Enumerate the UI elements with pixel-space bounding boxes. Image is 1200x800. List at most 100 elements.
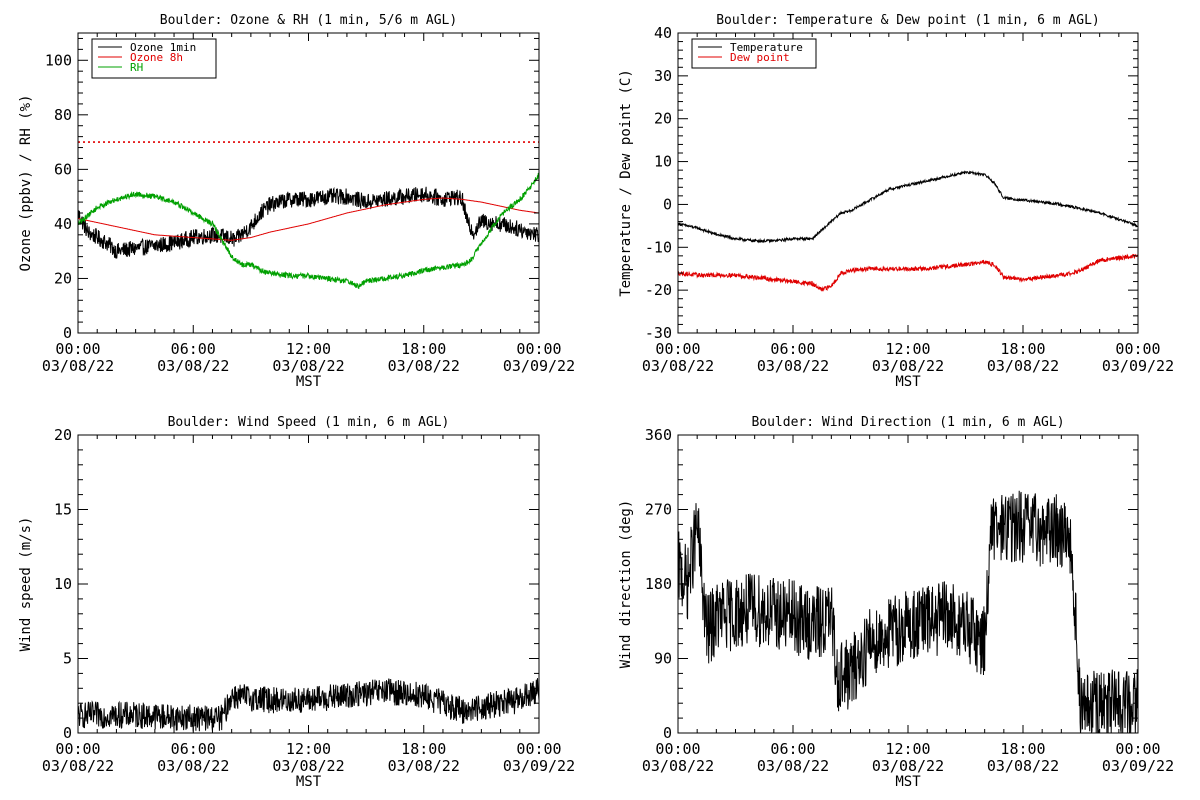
x-tick-label: 18:00 — [1000, 340, 1045, 358]
x-tick-label: 00:00 — [55, 340, 100, 358]
y-tick-label: 0 — [663, 195, 672, 213]
x-tick-date: 03/08/22 — [157, 357, 229, 375]
y-tick-label: -30 — [645, 324, 672, 342]
chart-panel-3: Boulder: Wind Speed (1 min, 6 m AGL) 00:0… — [18, 415, 575, 790]
y-axis-label: Wind direction (deg) — [618, 500, 634, 669]
y-tick-label: 10 — [54, 575, 72, 593]
y-tick-label: 20 — [654, 110, 672, 128]
y-tick-label: 180 — [645, 575, 672, 593]
x-tick-date: 03/08/22 — [388, 357, 460, 375]
y-tick-label: 60 — [54, 160, 72, 178]
y-tick-label: -20 — [645, 281, 672, 299]
series-group — [78, 678, 539, 732]
y-tick-label: -10 — [645, 238, 672, 256]
x-tick-date: 03/08/22 — [642, 757, 714, 775]
series-line-3 — [78, 678, 539, 732]
y-tick-label: 0 — [63, 724, 72, 742]
x-tick-date: 03/09/22 — [1102, 757, 1174, 775]
y-axis-label: Ozone (ppbv) / RH (%) — [18, 94, 34, 271]
chart-panel-1: Boulder: Ozone & RH (1 min, 5/6 m AGL)00… — [18, 13, 575, 390]
x-tick-label: 18:00 — [401, 740, 446, 758]
legend-label: Temperature — [730, 41, 803, 54]
legend-box — [691, 38, 817, 69]
x-tick-date: 03/08/22 — [757, 357, 829, 375]
y-tick-label: 0 — [63, 324, 72, 342]
series-group — [678, 170, 1138, 292]
series-group — [78, 172, 539, 290]
y-tick-label: 360 — [645, 426, 672, 444]
x-tick-label: 06:00 — [171, 740, 216, 758]
x-tick-label: 12:00 — [286, 740, 331, 758]
y-tick-label: 40 — [654, 24, 672, 42]
x-tick-date: 03/08/22 — [987, 357, 1059, 375]
x-tick-label: 06:00 — [770, 740, 815, 758]
y-tick-label: 100 — [45, 51, 72, 69]
y-axis-label: Wind speed (m/s) — [18, 517, 34, 652]
x-tick-date: 03/08/22 — [757, 757, 829, 775]
chart-panel-4: Boulder: Wind Direction (1 min, 6 m AGL)… — [618, 415, 1174, 790]
y-tick-label: 20 — [54, 426, 72, 444]
y-tick-label: 15 — [54, 501, 72, 519]
x-tick-date: 03/09/22 — [503, 357, 575, 375]
series-line-ozone-1min — [78, 186, 539, 259]
x-tick-date: 03/08/22 — [872, 357, 944, 375]
x-tick-label: 00:00 — [516, 740, 561, 758]
x-tick-label: 06:00 — [770, 340, 815, 358]
x-tick-date: 03/08/22 — [872, 757, 944, 775]
chart-title: Boulder: Ozone & RH (1 min, 5/6 m AGL) — [160, 13, 457, 28]
series-line-dew-point — [678, 253, 1138, 292]
x-tick-label: 06:00 — [171, 340, 216, 358]
x-tick-label: 00:00 — [655, 740, 700, 758]
x-tick-date: 03/08/22 — [272, 757, 344, 775]
x-tick-date: 03/09/22 — [503, 757, 575, 775]
x-tick-label: 12:00 — [885, 340, 930, 358]
series-line-ozone-8h — [78, 197, 539, 241]
y-tick-label: 0 — [663, 724, 672, 742]
x-tick-label: 00:00 — [655, 340, 700, 358]
y-tick-label: 30 — [654, 67, 672, 85]
x-tick-label: 00:00 — [1115, 740, 1160, 758]
series-line-4 — [678, 490, 1138, 733]
legend-label: Ozone 8h — [130, 51, 183, 64]
x-tick-date: 03/08/22 — [388, 757, 460, 775]
x-tick-date: 03/08/22 — [272, 357, 344, 375]
legend-label: Dew point — [730, 51, 790, 64]
x-tick-label: 12:00 — [286, 340, 331, 358]
x-tick-label: 00:00 — [1115, 340, 1160, 358]
series-group — [678, 490, 1138, 733]
series-line-temperature — [678, 170, 1138, 244]
x-tick-date: 03/08/22 — [987, 757, 1059, 775]
x-tick-label: 12:00 — [885, 740, 930, 758]
series-line-rh — [78, 172, 539, 290]
y-tick-label: 20 — [54, 269, 72, 287]
legend-label: Ozone 1min — [130, 41, 196, 54]
y-tick-label: 270 — [645, 501, 672, 519]
x-tick-date: 03/08/22 — [157, 757, 229, 775]
y-tick-label: 10 — [654, 153, 672, 171]
chart-title: Boulder: Wind Direction (1 min, 6 m AGL) — [751, 415, 1064, 430]
x-axis-label: MST — [296, 374, 322, 390]
legend-label: RH — [130, 61, 143, 74]
x-tick-date: 03/08/22 — [642, 357, 714, 375]
x-tick-date: 03/09/22 — [1102, 357, 1174, 375]
plot-frame — [677, 434, 1139, 734]
x-axis-label: MST — [296, 774, 322, 790]
chart-title: Boulder: Temperature & Dew point (1 min,… — [716, 13, 1100, 28]
y-tick-label: 40 — [54, 215, 72, 233]
legend-box — [91, 38, 217, 79]
y-tick-label: 5 — [63, 650, 72, 668]
chart-title: Boulder: Wind Speed (1 min, 6 m AGL) — [168, 415, 450, 430]
x-tick-date: 03/08/22 — [42, 757, 114, 775]
x-tick-label: 18:00 — [1000, 740, 1045, 758]
x-axis-label: MST — [895, 374, 921, 390]
y-tick-label: 80 — [54, 106, 72, 124]
x-tick-label: 00:00 — [55, 740, 100, 758]
plot-frame — [677, 32, 1139, 334]
x-tick-label: 18:00 — [401, 340, 446, 358]
x-axis-label: MST — [895, 774, 921, 790]
y-axis-label: Temperature / Dew point (C) — [618, 69, 634, 297]
x-tick-label: 00:00 — [516, 340, 561, 358]
